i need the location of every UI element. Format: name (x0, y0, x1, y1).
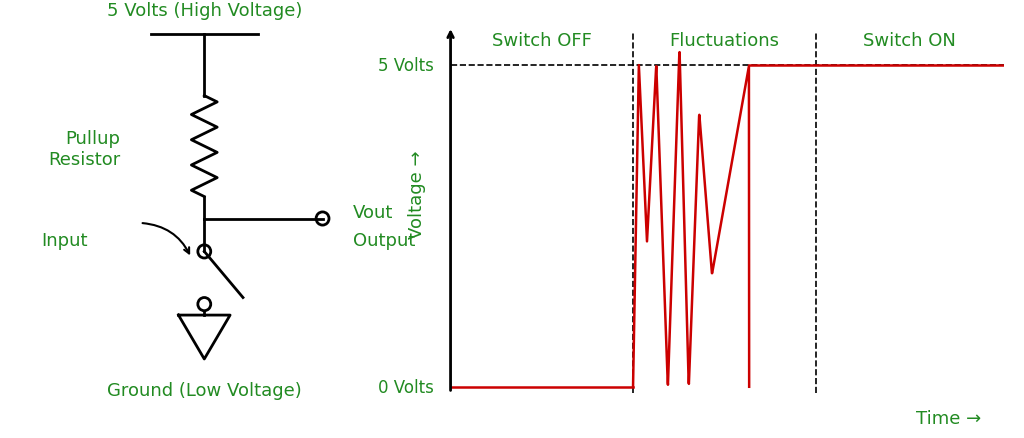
Text: Switch ON: Switch ON (863, 32, 956, 49)
Text: Ground (Low Voltage): Ground (Low Voltage) (106, 381, 302, 399)
Text: 5 Volts: 5 Volts (378, 57, 434, 75)
Text: Input: Input (41, 232, 88, 250)
Text: 5 Volts (High Voltage): 5 Volts (High Voltage) (106, 2, 302, 20)
Text: Vout: Vout (352, 203, 393, 222)
Text: Time →: Time → (915, 410, 981, 427)
Text: Fluctuations: Fluctuations (670, 32, 779, 49)
Text: 0 Volts: 0 Volts (378, 378, 434, 396)
Text: Switch OFF: Switch OFF (492, 32, 592, 49)
Text: Voltage →: Voltage → (409, 150, 426, 238)
Text: Pullup
Resistor: Pullup Resistor (48, 130, 121, 168)
Text: Output: Output (352, 232, 415, 250)
